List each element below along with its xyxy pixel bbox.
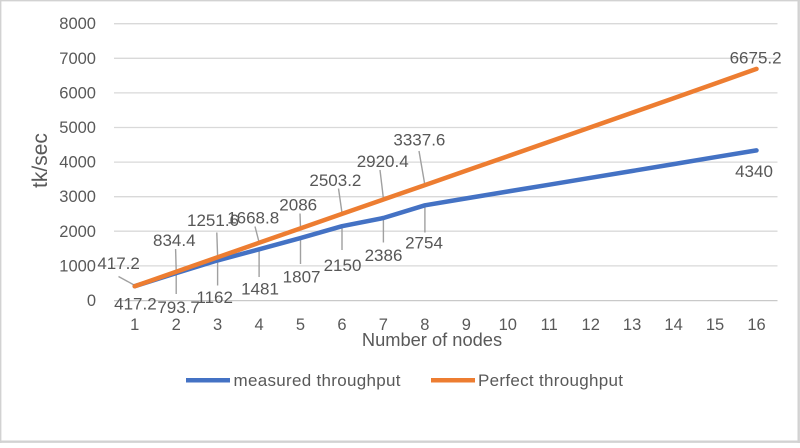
svg-text:2: 2 — [172, 316, 181, 334]
svg-text:1481: 1481 — [241, 279, 279, 298]
svg-text:0: 0 — [87, 292, 96, 310]
svg-text:5: 5 — [296, 316, 305, 334]
svg-text:3337.6: 3337.6 — [393, 131, 445, 150]
svg-text:4: 4 — [255, 316, 264, 334]
svg-text:1807: 1807 — [283, 268, 321, 287]
svg-text:417.2: 417.2 — [97, 254, 140, 273]
svg-text:2086: 2086 — [279, 196, 317, 215]
svg-text:3: 3 — [213, 316, 222, 334]
svg-text:1668.8: 1668.8 — [227, 209, 279, 228]
svg-text:5000: 5000 — [59, 119, 96, 137]
svg-text:14: 14 — [664, 316, 682, 334]
svg-text:16: 16 — [747, 316, 765, 334]
svg-text:3000: 3000 — [59, 188, 96, 206]
svg-text:Perfect throughput: Perfect throughput — [478, 371, 623, 390]
svg-text:11: 11 — [541, 316, 558, 334]
svg-text:9: 9 — [462, 316, 471, 334]
svg-text:2386: 2386 — [365, 246, 403, 265]
svg-text:13: 13 — [623, 316, 641, 334]
svg-text:834.4: 834.4 — [153, 231, 196, 250]
svg-text:6000: 6000 — [59, 84, 96, 102]
svg-text:tk/sec: tk/sec — [29, 133, 52, 188]
svg-text:1000: 1000 — [59, 257, 96, 275]
svg-text:measured throughput: measured throughput — [234, 371, 401, 390]
svg-text:2754: 2754 — [405, 234, 443, 253]
svg-text:2920.4: 2920.4 — [357, 152, 409, 171]
svg-text:2150: 2150 — [324, 256, 362, 275]
svg-text:4340: 4340 — [735, 162, 773, 181]
svg-text:6: 6 — [337, 316, 346, 334]
svg-text:10: 10 — [499, 316, 517, 334]
svg-text:4000: 4000 — [59, 154, 96, 172]
svg-text:15: 15 — [706, 316, 724, 334]
svg-text:1162: 1162 — [196, 288, 233, 307]
svg-text:Number of nodes: Number of nodes — [362, 329, 502, 350]
svg-text:8000: 8000 — [59, 15, 96, 33]
svg-text:2503.2: 2503.2 — [309, 171, 361, 190]
svg-text:417.2: 417.2 — [114, 295, 157, 314]
svg-text:2000: 2000 — [59, 223, 96, 241]
svg-text:793.7: 793.7 — [157, 298, 200, 317]
svg-text:7000: 7000 — [59, 50, 96, 68]
svg-text:8: 8 — [420, 316, 429, 334]
svg-text:1: 1 — [130, 316, 139, 334]
svg-text:12: 12 — [582, 316, 600, 334]
svg-text:6675.2: 6675.2 — [730, 48, 782, 67]
svg-text:7: 7 — [379, 316, 388, 334]
svg-text:1251.6: 1251.6 — [187, 211, 239, 230]
